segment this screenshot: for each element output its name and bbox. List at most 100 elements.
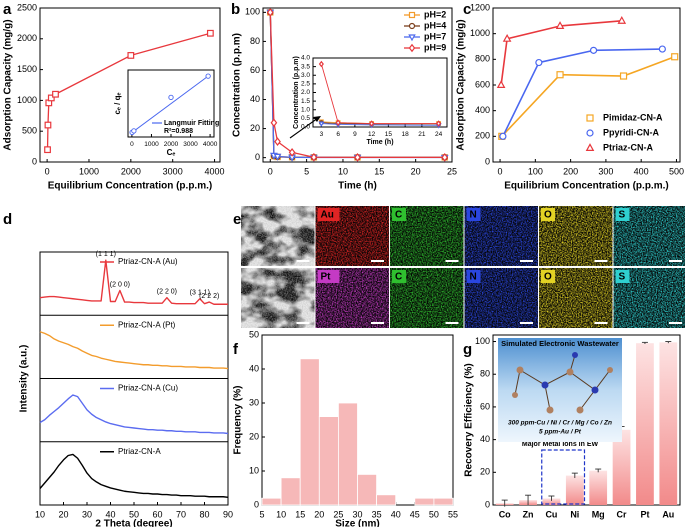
y-tick-label: 0.5: [301, 115, 310, 122]
x-tick-label: Zn: [523, 509, 534, 519]
panel-label: a: [3, 1, 12, 18]
histogram-bar: [280, 477, 301, 506]
x-tick-label: 4000: [203, 141, 218, 148]
y-tick-label: 600: [475, 79, 490, 89]
x-tick-label: 25: [333, 509, 343, 519]
x-tick-label: 50: [429, 509, 439, 519]
marker: [408, 11, 416, 19]
bond: [519, 369, 546, 386]
map-label: S: [619, 272, 626, 283]
marker: [318, 121, 325, 127]
y-tick-label: 20: [480, 467, 490, 477]
legend-text: Langmuir Fitting: [164, 120, 219, 127]
bar: [542, 498, 561, 505]
y-tick-label: 100: [475, 336, 490, 346]
y-tick-label: 400: [475, 105, 490, 115]
y-tick-label: 60: [480, 401, 490, 411]
marker: [206, 29, 214, 37]
x-tick-label: 3000: [163, 166, 183, 176]
x-tick-label: 40: [391, 509, 401, 519]
marker: [205, 73, 211, 79]
marker: [273, 153, 282, 161]
map-label-box: [317, 270, 340, 283]
bond: [544, 384, 551, 411]
x-tick-label: Au: [662, 509, 674, 519]
marker: [658, 45, 666, 53]
x-axis-label: Time (h): [366, 139, 393, 146]
arrow: [289, 117, 319, 139]
y-tick-label: 800: [475, 54, 490, 64]
histogram-bar: [299, 358, 320, 506]
x-tick-label: 15: [295, 509, 305, 519]
y-axis-label: Adsorption Capacity (mg/g): [456, 19, 467, 150]
inset-note: 5 ppm-Au / Pt: [539, 429, 582, 436]
panel-label: e: [233, 211, 241, 228]
peak-label: (2 2 2): [199, 293, 219, 300]
marker: [288, 147, 296, 157]
y-tick-label: 80: [480, 369, 490, 379]
marker: [266, 7, 274, 17]
inset-background: [313, 58, 447, 127]
legend-text: Ptriaz-CN-A: [603, 142, 654, 152]
marker: [535, 58, 543, 67]
atom: [572, 352, 578, 358]
x-tick-label: 70: [176, 509, 186, 519]
plot-frame: [492, 334, 681, 506]
x-tick-label: Cu: [545, 509, 557, 519]
inset-background: [498, 338, 622, 442]
y-tick-label: 0: [485, 499, 490, 509]
map-label: C: [395, 210, 402, 221]
y-tick-label: 3.5: [301, 63, 310, 70]
y-tick-label: 0: [485, 156, 490, 166]
x-tick-label: 30: [352, 509, 362, 519]
legend-text: Ppyridi-CN-A: [603, 127, 660, 137]
marker: [408, 34, 416, 42]
x-tick-label: 0: [268, 166, 273, 176]
y-tick-label: 0: [32, 156, 37, 166]
histogram-bar: [433, 497, 454, 506]
inset-title: Simulated Electronic Wastewater: [501, 339, 619, 348]
x-tick-label: Co: [499, 509, 511, 519]
x-tick-label: 20: [314, 509, 324, 519]
y-tick-label: 80: [250, 36, 260, 46]
plot-frame: [39, 7, 221, 163]
marker: [44, 146, 51, 154]
x-tick-label: 4000: [205, 166, 225, 176]
data-line: [39, 453, 229, 498]
x-tick-label: 18: [402, 131, 410, 138]
histogram-bar: [261, 497, 282, 506]
x-tick-label: 0: [130, 141, 134, 148]
y-axis-label: Recovery Efficiency (%): [464, 363, 475, 476]
panel-label: b: [231, 1, 240, 18]
x-tick-label: 55: [448, 509, 458, 519]
atom: [566, 368, 574, 376]
marker: [436, 120, 442, 127]
map-label-box: [392, 270, 406, 283]
bond: [544, 371, 571, 386]
x-axis-label: Size (nm): [335, 519, 379, 527]
x-tick-label: 80: [199, 509, 209, 519]
marker: [496, 80, 506, 89]
histogram-bar: [318, 416, 339, 506]
data-line: [501, 56, 675, 137]
atom: [541, 381, 549, 389]
data-line: [321, 123, 439, 126]
highlight-box: [541, 449, 586, 505]
y-tick-label: 2.0: [301, 89, 310, 96]
inset-note: 300 ppm-Cu / Ni / Cr / Mg / Co / Zn: [508, 420, 612, 427]
x-tick-label: Pt: [640, 509, 649, 519]
atom: [546, 406, 554, 414]
marker: [47, 94, 55, 102]
y-tick-label: 1000: [470, 28, 490, 38]
x-tick-label: 12: [368, 131, 376, 138]
x-tick-label: 400: [634, 166, 649, 176]
x-tick-label: 24: [435, 131, 443, 138]
x-axis-label: Time (h): [338, 181, 377, 192]
y-tick-label: 10: [249, 465, 259, 475]
map-label: N: [470, 272, 477, 283]
legend-text: Ptriaz-CN-A (Cu): [118, 384, 178, 393]
marker: [555, 21, 565, 29]
x-tick-label: 100: [528, 166, 543, 176]
y-tick-label: 1200: [470, 2, 490, 12]
y-tick-label: 500: [22, 126, 37, 136]
